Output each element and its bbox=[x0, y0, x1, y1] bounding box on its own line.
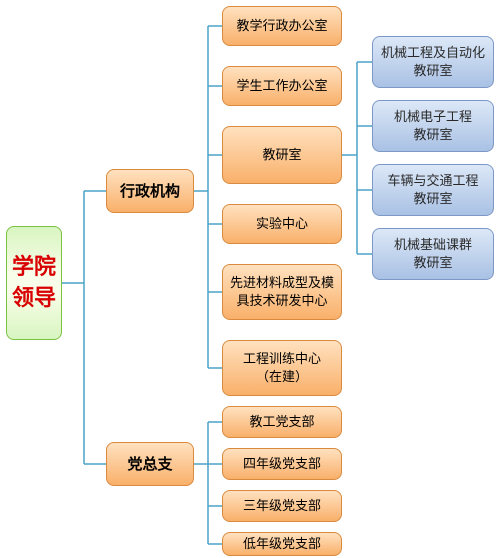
node-p1: 教工党支部 bbox=[222, 406, 342, 438]
node-label-a1: 教学行政办公室 bbox=[236, 17, 327, 35]
node-b1: 机械工程及自动化 教研室 bbox=[372, 36, 494, 88]
diagram-container: 学院 领导 行政机构党总支 教学行政办公室学生工作办公室教研室实验中心先进材料成型及… bbox=[0, 0, 500, 558]
node-a2: 学生工作办公室 bbox=[222, 66, 342, 106]
node-label-a5: 先进材料成型及模具技术研发中心 bbox=[227, 274, 337, 310]
node-label-b3: 车辆与交通工程 教研室 bbox=[387, 172, 478, 208]
node-p3: 三年级党支部 bbox=[222, 490, 342, 522]
node-root: 学院 领导 bbox=[6, 226, 62, 340]
node-label-a3: 教研室 bbox=[262, 146, 301, 164]
node-label-p1: 教工党支部 bbox=[249, 413, 314, 431]
node-a1: 教学行政办公室 bbox=[222, 6, 342, 46]
node-label-b4: 机械基础课群 教研室 bbox=[394, 236, 472, 272]
node-p2: 四年级党支部 bbox=[222, 448, 342, 480]
node-label-party: 党总支 bbox=[127, 454, 172, 475]
node-b4: 机械基础课群 教研室 bbox=[372, 228, 494, 280]
node-label-a2: 学生工作办公室 bbox=[236, 77, 327, 95]
node-b2: 机械电子工程 教研室 bbox=[372, 100, 494, 152]
node-label-p3: 三年级党支部 bbox=[243, 497, 321, 515]
nodes-layer: 学院 领导 行政机构党总支 教学行政办公室学生工作办公室教研室实验中心先进材料成型及… bbox=[0, 0, 500, 558]
node-label-b1: 机械工程及自动化 教研室 bbox=[381, 44, 485, 80]
node-a6: 工程训练中心 （在建） bbox=[222, 340, 342, 396]
node-label-b2: 机械电子工程 教研室 bbox=[394, 108, 472, 144]
node-party: 党总支 bbox=[106, 442, 194, 486]
node-p4: 低年级党支部 bbox=[222, 532, 342, 556]
node-label-a6: 工程训练中心 （在建） bbox=[243, 350, 321, 386]
node-b3: 车辆与交通工程 教研室 bbox=[372, 164, 494, 216]
node-label-root: 学院 领导 bbox=[12, 252, 56, 314]
node-a4: 实验中心 bbox=[222, 204, 342, 244]
node-label-a4: 实验中心 bbox=[256, 215, 308, 233]
node-a5: 先进材料成型及模具技术研发中心 bbox=[222, 264, 342, 320]
node-label-p4: 低年级党支部 bbox=[243, 535, 321, 553]
node-a3: 教研室 bbox=[222, 126, 342, 184]
node-label-admin: 行政机构 bbox=[120, 181, 180, 202]
node-label-p2: 四年级党支部 bbox=[243, 455, 321, 473]
node-admin: 行政机构 bbox=[106, 169, 194, 213]
